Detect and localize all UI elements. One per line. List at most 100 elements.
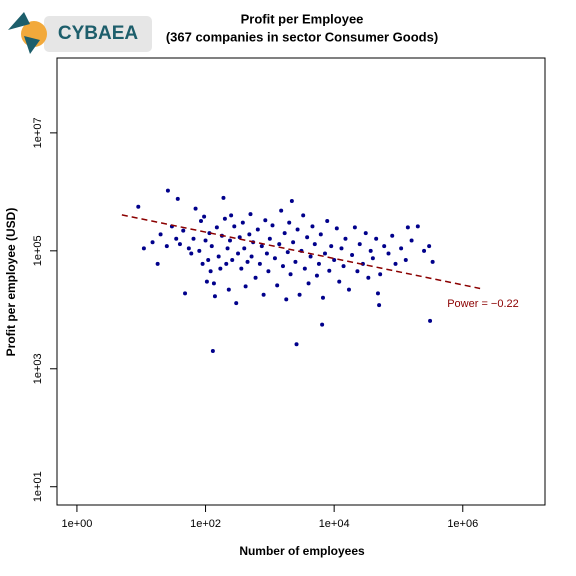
point: [390, 233, 395, 238]
point: [363, 231, 368, 236]
point: [249, 254, 254, 259]
point: [175, 196, 180, 201]
point: [222, 216, 227, 221]
point: [224, 261, 229, 266]
point: [240, 220, 245, 225]
point: [208, 269, 213, 274]
plot-frame: [56, 57, 546, 506]
point: [280, 264, 285, 269]
point: [310, 224, 315, 229]
chart-title: Profit per Employee: [241, 11, 364, 26]
point: [312, 242, 317, 247]
point: [284, 297, 289, 302]
point: [204, 279, 209, 284]
point: [295, 227, 300, 232]
point: [291, 240, 296, 245]
logo-bg: [44, 16, 152, 52]
point: [327, 268, 332, 273]
point: [234, 301, 239, 306]
point: [341, 264, 346, 269]
point: [248, 212, 253, 217]
point: [343, 236, 348, 241]
x-tick-label: 1e+04: [319, 518, 350, 530]
point: [191, 236, 196, 241]
logo-text: CYBAEA: [58, 23, 139, 44]
x-tick-label: 1e+06: [447, 518, 478, 530]
point: [209, 244, 214, 249]
point: [237, 235, 242, 240]
point: [346, 287, 351, 292]
point: [377, 303, 382, 308]
point: [141, 246, 146, 251]
point: [409, 238, 414, 243]
point: [368, 248, 373, 253]
point: [270, 223, 275, 228]
point: [294, 342, 299, 347]
point: [136, 204, 141, 209]
point: [193, 206, 198, 211]
point: [366, 275, 371, 280]
y-tick-label: 1e+05: [32, 235, 44, 266]
point: [247, 232, 252, 237]
point: [216, 254, 221, 259]
point: [297, 292, 302, 297]
point: [198, 219, 203, 224]
point: [226, 287, 231, 292]
point: [232, 224, 237, 229]
point: [382, 244, 387, 249]
point: [430, 259, 435, 264]
point: [393, 261, 398, 266]
point: [150, 240, 155, 245]
point: [288, 272, 293, 277]
y-tick-label: 1e+03: [32, 353, 44, 384]
y-tick-label: 1e+01: [32, 471, 44, 502]
point: [164, 244, 169, 249]
point: [350, 252, 355, 257]
annotation: Power = −0.22: [447, 298, 519, 310]
point: [320, 295, 325, 300]
point: [329, 244, 334, 249]
point: [186, 246, 191, 251]
point: [334, 226, 339, 231]
point: [253, 275, 258, 280]
point: [305, 235, 310, 240]
point: [263, 218, 268, 223]
point: [422, 248, 427, 253]
point: [287, 220, 292, 225]
point: [261, 292, 266, 297]
point: [245, 259, 250, 264]
point: [230, 257, 235, 262]
point: [316, 261, 321, 266]
point: [275, 283, 280, 288]
point: [272, 256, 277, 261]
point: [352, 225, 357, 230]
point: [318, 232, 323, 237]
point: [266, 269, 271, 274]
point: [405, 225, 410, 230]
point: [203, 238, 208, 243]
point: [427, 244, 432, 249]
x-tick-label: 1e+00: [61, 518, 92, 530]
chart-subtitle: (367 companies in sector Consumer Goods): [166, 29, 438, 44]
point: [277, 242, 282, 247]
point: [221, 195, 226, 200]
point: [255, 227, 260, 232]
point: [314, 273, 319, 278]
point: [293, 259, 298, 264]
point: [207, 231, 212, 236]
point: [308, 254, 313, 259]
point: [264, 251, 269, 256]
point: [206, 257, 211, 262]
point: [202, 214, 207, 219]
point: [257, 261, 262, 266]
point: [282, 231, 287, 236]
point: [211, 281, 216, 286]
point: [177, 242, 182, 247]
point: [225, 246, 230, 251]
point: [181, 228, 186, 233]
point: [242, 246, 247, 251]
point: [325, 219, 330, 224]
point: [337, 279, 342, 284]
point: [378, 272, 383, 277]
